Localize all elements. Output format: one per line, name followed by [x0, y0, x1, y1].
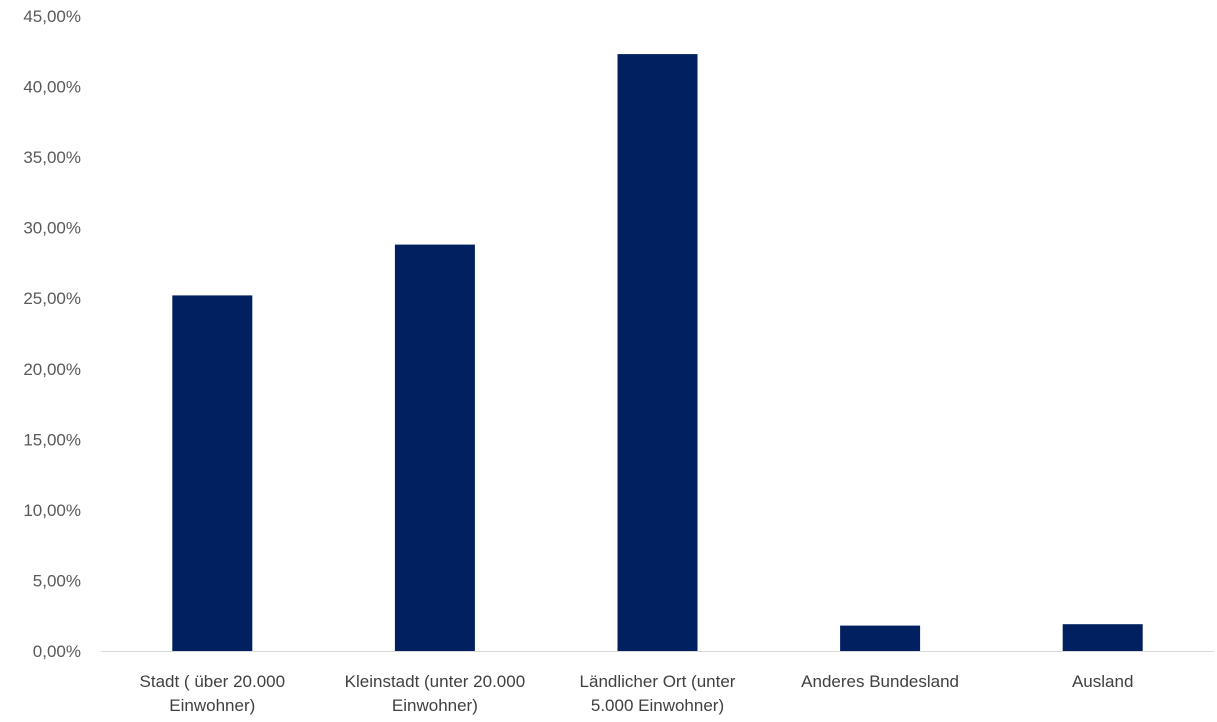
- x-category-label-line: Anderes Bundesland: [801, 672, 959, 691]
- y-tick-label: 5,00%: [33, 571, 81, 590]
- x-category-label-line: 5.000 Einwohner): [591, 696, 724, 715]
- x-category-label: Anderes Bundesland: [801, 672, 959, 691]
- x-category-label-line: Einwohner): [392, 696, 478, 715]
- bars: [172, 54, 1143, 652]
- x-category-label: Kleinstadt (unter 20.000 Einwohner): [345, 672, 526, 715]
- y-tick-label: 35,00%: [23, 148, 81, 167]
- y-tick-label: 20,00%: [23, 360, 81, 379]
- bar[interactable]: [172, 295, 253, 651]
- y-tick-label: 30,00%: [23, 219, 81, 238]
- y-tick-label: 0,00%: [33, 642, 81, 661]
- y-tick-label: 10,00%: [23, 501, 81, 520]
- y-tick-label: 15,00%: [23, 430, 81, 449]
- x-category-label: Ländlicher Ort (unter 5.000 Einwohner): [580, 672, 736, 715]
- x-axis-labels: Stadt ( über 20.000 Einwohner)Kleinstadt …: [140, 672, 1134, 715]
- bar[interactable]: [617, 54, 698, 652]
- y-tick-label: 45,00%: [23, 7, 81, 26]
- bar[interactable]: [1062, 624, 1143, 651]
- bar[interactable]: [840, 625, 921, 651]
- x-category-label-line: Stadt ( über 20.000: [140, 672, 286, 691]
- x-category-label-line: Ausland: [1072, 672, 1133, 691]
- y-axis-ticks: 0,00% 5,00% 10,00% 15,00% 20,00% 25,00% 30,00%…: [23, 7, 81, 661]
- x-category-label: Stadt ( über 20.000 Einwohner): [140, 672, 286, 715]
- x-category-label: Ausland: [1072, 672, 1133, 691]
- x-category-label-line: Einwohner): [169, 696, 255, 715]
- y-tick-label: 25,00%: [23, 289, 81, 308]
- x-category-label-line: Kleinstadt (unter 20.000: [345, 672, 526, 691]
- x-category-label-line: Ländlicher Ort (unter: [580, 672, 736, 691]
- y-tick-label: 40,00%: [23, 78, 81, 97]
- bar[interactable]: [394, 244, 475, 651]
